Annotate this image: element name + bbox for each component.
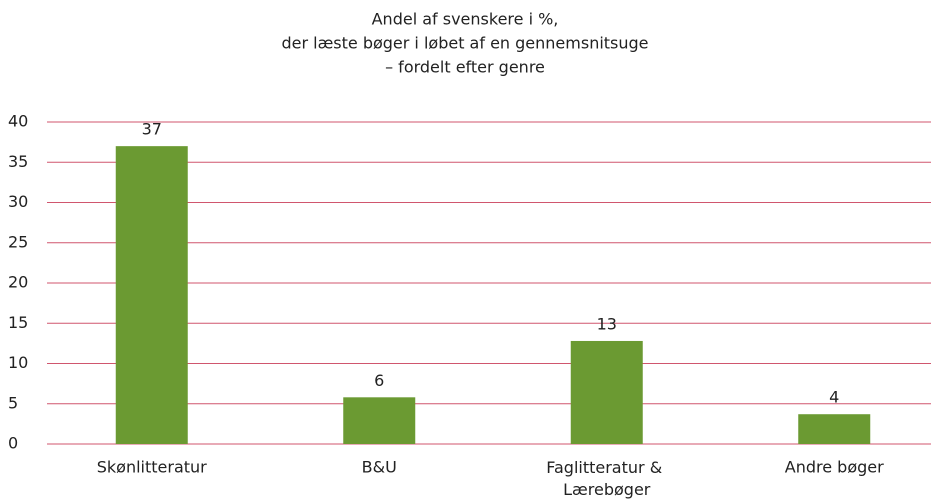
chart-title: der læste bøger i løbet af en gennemsnit… bbox=[281, 34, 648, 53]
data-label: 13 bbox=[597, 314, 617, 333]
data-label: 4 bbox=[829, 388, 839, 407]
y-tick-label: 10 bbox=[8, 353, 28, 372]
bar bbox=[343, 397, 416, 444]
x-tick-label: Skønlitteratur bbox=[97, 458, 207, 477]
y-tick-label: 35 bbox=[8, 152, 28, 171]
y-tick-label: 0 bbox=[8, 434, 18, 453]
chart-title: – fordelt efter genre bbox=[385, 58, 545, 77]
y-tick-label: 5 bbox=[8, 393, 18, 412]
y-tick-label: 25 bbox=[8, 232, 28, 251]
x-tick-label: Andre bøger bbox=[785, 458, 884, 477]
data-label: 37 bbox=[142, 120, 162, 139]
y-tick-label: 15 bbox=[8, 313, 28, 332]
data-label: 6 bbox=[374, 371, 384, 390]
bar bbox=[570, 340, 643, 444]
bar bbox=[798, 414, 871, 444]
x-tick-label: Faglitteratur & Lærebøger bbox=[546, 458, 667, 499]
bar bbox=[115, 146, 188, 444]
x-tick-label: B&U bbox=[362, 458, 397, 477]
chart-title: Andel af svenskere i %, bbox=[372, 10, 559, 29]
y-tick-label: 20 bbox=[8, 273, 28, 292]
y-tick-label: 30 bbox=[8, 192, 28, 211]
y-tick-label: 40 bbox=[8, 112, 28, 131]
